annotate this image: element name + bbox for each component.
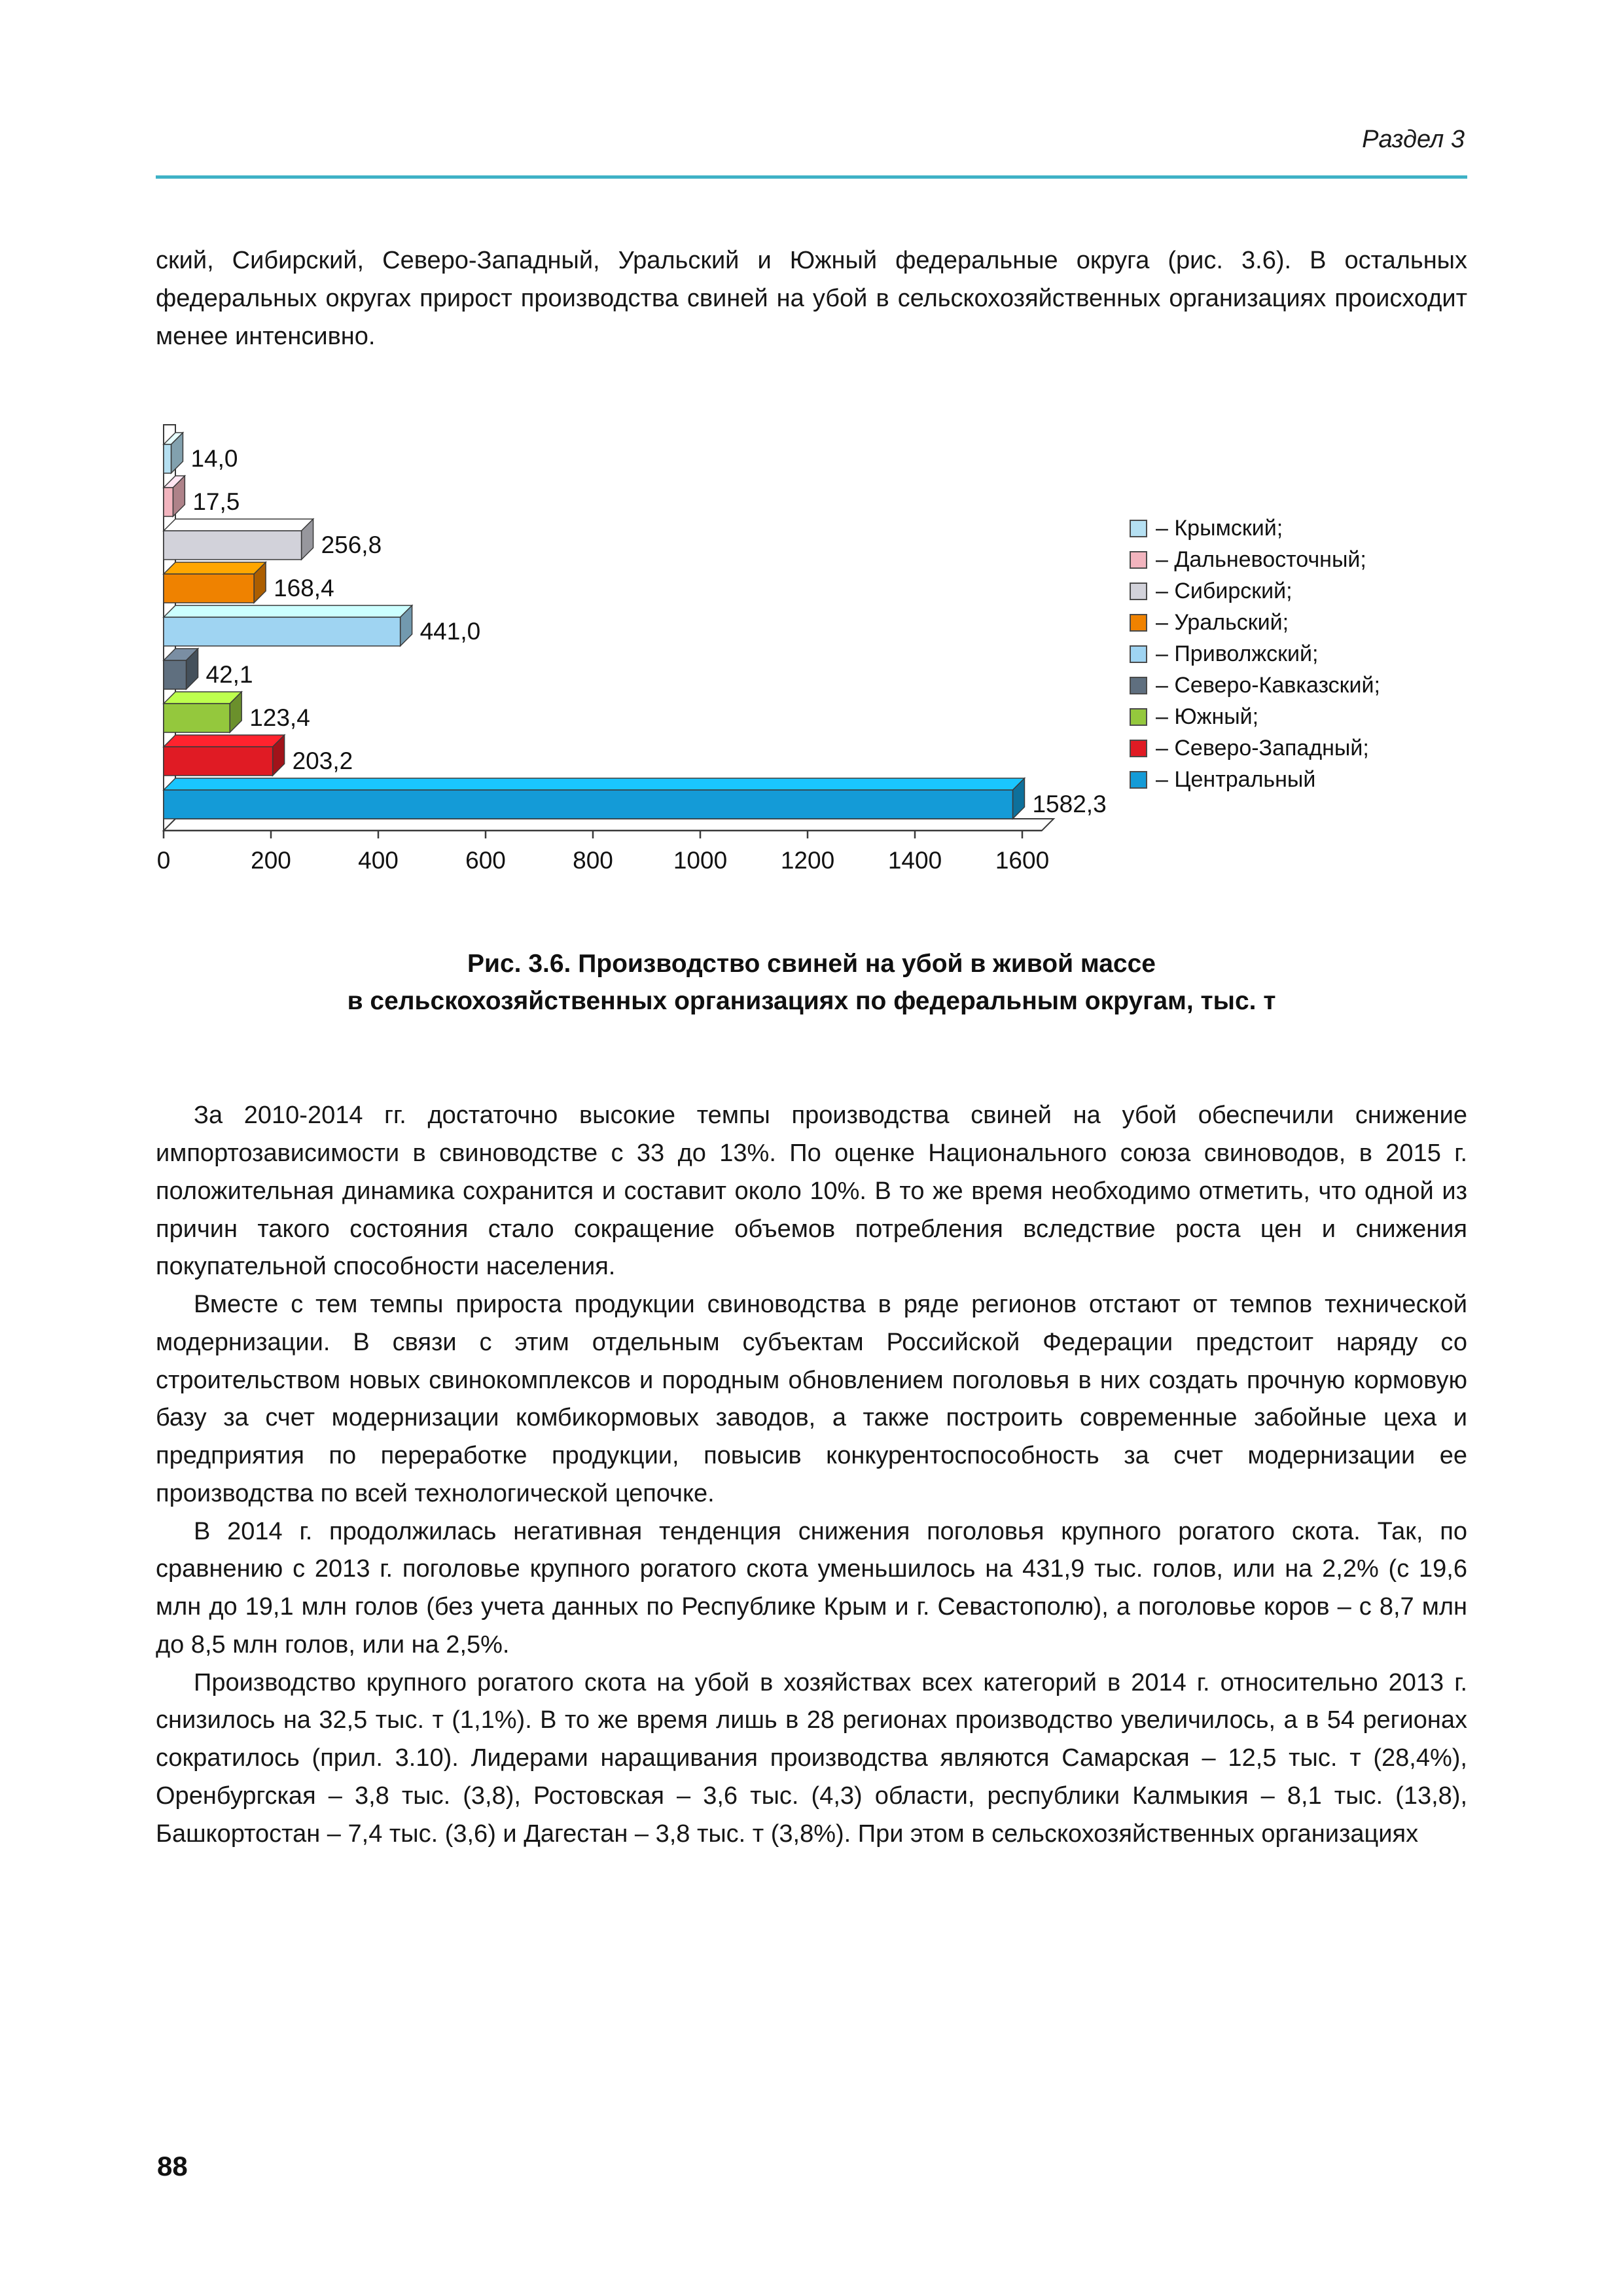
x-axis-tick-label: 1600 bbox=[995, 847, 1049, 874]
bar-front-face bbox=[163, 660, 187, 690]
legend-label: – Крымский; bbox=[1156, 515, 1283, 541]
bar-top-face bbox=[162, 734, 286, 747]
legend-label: – Центральный bbox=[1156, 766, 1316, 792]
bar: 1582,3 bbox=[162, 777, 1107, 821]
legend-swatch bbox=[1130, 676, 1147, 694]
x-axis-tick-label: 200 bbox=[251, 847, 291, 874]
legend-item: – Крымский; bbox=[1130, 516, 1380, 541]
legend-swatch bbox=[1130, 550, 1147, 569]
legend-label: – Уральский; bbox=[1156, 609, 1289, 635]
bar-value-label: 14,0 bbox=[190, 445, 238, 472]
bar-top-face bbox=[162, 562, 267, 575]
bar-value-label: 203,2 bbox=[293, 747, 353, 774]
figure-3-6: 0 200 400 600 800 1000 1200 1400 1600 14,0 17,5 256… bbox=[156, 399, 1467, 909]
body-paragraph-2: Вместе с тем темпы прироста продукции св… bbox=[156, 1291, 1467, 1507]
body-paragraph-1: За 2010-2014 гг. достаточно высокие темп… bbox=[156, 1102, 1467, 1281]
legend-swatch bbox=[1130, 770, 1147, 789]
section-header: Раздел 3 bbox=[1362, 126, 1465, 153]
bar-front-face bbox=[163, 487, 174, 517]
bar: 14,0 bbox=[162, 431, 238, 475]
figure-caption-line2: в сельскохозяйственных организациях по ф… bbox=[347, 986, 1276, 1015]
legend-label: – Приволжский; bbox=[1156, 641, 1319, 666]
bar-front-face bbox=[163, 789, 1014, 819]
legend-label: – Сибирский; bbox=[1156, 578, 1293, 603]
legend-label: – Северо-Кавказский; bbox=[1156, 672, 1380, 698]
header-rule bbox=[156, 175, 1467, 179]
bar-front-face bbox=[163, 746, 274, 776]
legend-swatch bbox=[1130, 613, 1147, 632]
bar-top-face bbox=[162, 605, 414, 618]
legend-item: – Северо-Кавказский; bbox=[1130, 673, 1380, 698]
bar-chart: 0 200 400 600 800 1000 1200 1400 1600 14,0 17,5 256… bbox=[157, 424, 1107, 874]
legend-label: – Северо-Западный; bbox=[1156, 735, 1369, 761]
legend-item: – Северо-Западный; bbox=[1130, 736, 1380, 761]
legend-swatch bbox=[1130, 582, 1147, 600]
page-number: 88 bbox=[157, 2151, 188, 2181]
bar-value-label: 168,4 bbox=[274, 575, 334, 601]
bar: 17,5 bbox=[162, 475, 240, 518]
x-axis-tick-label: 1000 bbox=[673, 847, 727, 874]
legend-item: – Приволжский; bbox=[1130, 641, 1380, 667]
chart-legend: – Крымский; – Дальневосточный; – Сибирский… bbox=[1124, 516, 1380, 793]
bar-value-label: 42,1 bbox=[206, 661, 253, 688]
bar: 123,4 bbox=[162, 691, 310, 734]
figure-caption: Рис. 3.6. Производство свиней на убой в … bbox=[156, 946, 1467, 1020]
legend-item: – Дальневосточный; bbox=[1130, 547, 1380, 573]
bar-value-label: 256,8 bbox=[321, 531, 382, 558]
x-axis-tick-label: 400 bbox=[358, 847, 399, 874]
x-axis-tick-label: 800 bbox=[573, 847, 613, 874]
bar-top-face bbox=[162, 691, 243, 704]
bar-value-label: 123,4 bbox=[249, 704, 310, 731]
x-axis-tick-label: 1200 bbox=[781, 847, 834, 874]
bar-value-label: 1582,3 bbox=[1032, 791, 1106, 817]
legend-label: – Южный; bbox=[1156, 704, 1259, 729]
x-axis-tick-label: 1400 bbox=[888, 847, 942, 874]
bar-front-face bbox=[163, 573, 255, 603]
legend-swatch bbox=[1130, 708, 1147, 726]
bar-top-face bbox=[162, 518, 315, 531]
bar-front-face bbox=[163, 444, 172, 474]
bar-value-label: 17,5 bbox=[192, 488, 240, 515]
legend-item: – Южный; bbox=[1130, 704, 1380, 730]
legend-swatch bbox=[1130, 519, 1147, 537]
bar-front-face bbox=[163, 703, 230, 733]
bar-top-face bbox=[162, 778, 1026, 791]
legend-swatch bbox=[1130, 739, 1147, 757]
x-axis-tick-label: 600 bbox=[465, 847, 506, 874]
intro-paragraph: ский, Сибирский, Северо-Западный, Уральс… bbox=[156, 247, 1467, 350]
legend-swatch bbox=[1130, 645, 1147, 663]
bar-value-label: 441,0 bbox=[420, 618, 481, 645]
bar: 168,4 bbox=[162, 561, 334, 605]
chart-floor bbox=[162, 818, 1056, 832]
x-axis-tick-label: 0 bbox=[157, 847, 171, 874]
legend-item: – Уральский; bbox=[1130, 610, 1380, 636]
body-paragraph-4: Производство крупного рогатого скота на … bbox=[156, 1668, 1467, 1848]
bar: 441,0 bbox=[162, 604, 481, 648]
bar: 42,1 bbox=[162, 647, 253, 691]
body-paragraph-3: В 2014 г. продолжилась негативная тенден… bbox=[156, 1517, 1467, 1659]
bar-front-face bbox=[163, 617, 401, 647]
legend-item: – Сибирский; bbox=[1130, 579, 1380, 604]
legend-label: – Дальневосточный; bbox=[1156, 547, 1366, 572]
bar-front-face bbox=[163, 530, 302, 560]
legend-item: – Центральный bbox=[1130, 767, 1380, 793]
figure-caption-line1: Рис. 3.6. Производство свиней на убой в … bbox=[467, 950, 1156, 978]
bar: 203,2 bbox=[162, 734, 353, 778]
bar: 256,8 bbox=[162, 518, 382, 562]
